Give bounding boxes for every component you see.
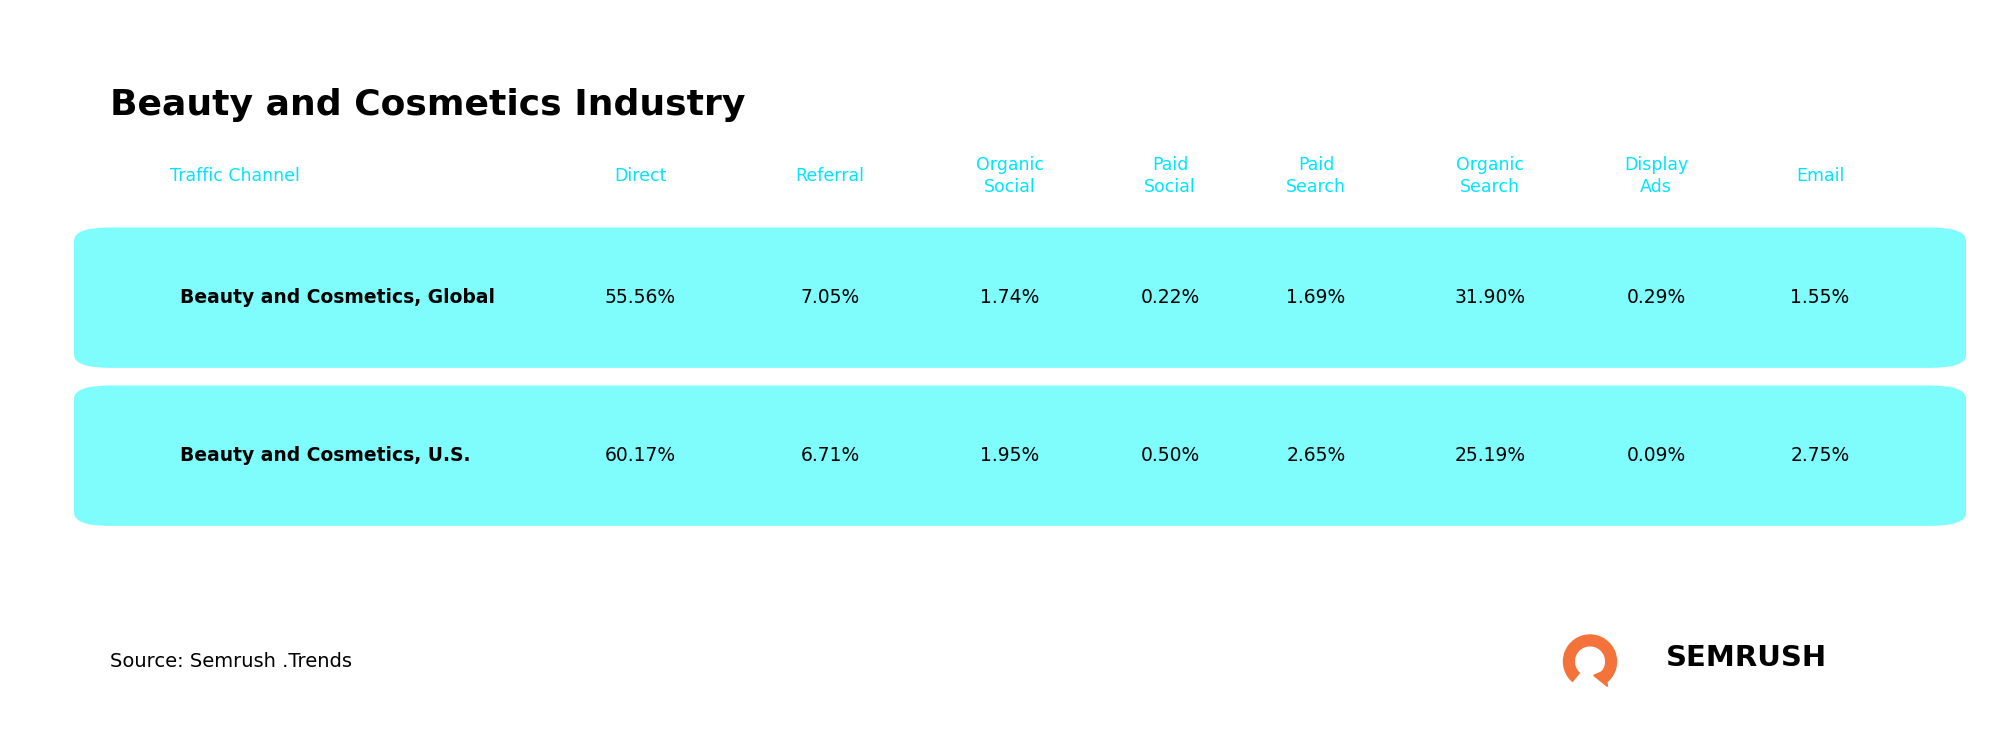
Text: 7.05%: 7.05% [800, 288, 860, 307]
Text: 1.95%: 1.95% [980, 446, 1040, 465]
Text: 6.71%: 6.71% [800, 446, 860, 465]
Text: Beauty and Cosmetics Industry: Beauty and Cosmetics Industry [110, 88, 746, 122]
Text: Display
Ads: Display Ads [1624, 157, 1688, 196]
FancyBboxPatch shape [74, 228, 1966, 368]
Text: Paid
Social: Paid Social [1144, 157, 1196, 196]
Text: 1.55%: 1.55% [1790, 288, 1850, 307]
Text: 1.69%: 1.69% [1286, 288, 1346, 307]
Text: Beauty and Cosmetics, U.S.: Beauty and Cosmetics, U.S. [180, 446, 470, 465]
Text: Beauty and Cosmetics, Global: Beauty and Cosmetics, Global [180, 288, 496, 307]
Text: Email: Email [1796, 168, 1844, 185]
Text: 0.22%: 0.22% [1140, 288, 1200, 307]
Text: Organic
Social: Organic Social [976, 157, 1044, 196]
FancyBboxPatch shape [74, 385, 1966, 526]
Text: 1.74%: 1.74% [980, 288, 1040, 307]
Text: 31.90%: 31.90% [1454, 288, 1526, 307]
Circle shape [1588, 650, 1600, 662]
Text: Paid
Search: Paid Search [1286, 157, 1346, 196]
Text: Organic
Search: Organic Search [1456, 157, 1524, 196]
Wedge shape [1562, 634, 1618, 682]
Text: 2.65%: 2.65% [1286, 446, 1346, 465]
Polygon shape [1594, 670, 1608, 686]
Text: 0.50%: 0.50% [1140, 446, 1200, 465]
Text: 55.56%: 55.56% [604, 288, 676, 307]
Text: Source: Semrush .Trends: Source: Semrush .Trends [110, 652, 352, 671]
Text: Direct: Direct [614, 168, 666, 185]
Text: 60.17%: 60.17% [604, 446, 676, 465]
Text: Traffic Channel: Traffic Channel [170, 168, 300, 185]
Text: 0.09%: 0.09% [1626, 446, 1686, 465]
Text: 25.19%: 25.19% [1454, 446, 1526, 465]
Text: SEMRUSH: SEMRUSH [1666, 644, 1828, 672]
Text: 0.29%: 0.29% [1626, 288, 1686, 307]
Text: Referral: Referral [796, 168, 864, 185]
Text: 2.75%: 2.75% [1790, 446, 1850, 465]
